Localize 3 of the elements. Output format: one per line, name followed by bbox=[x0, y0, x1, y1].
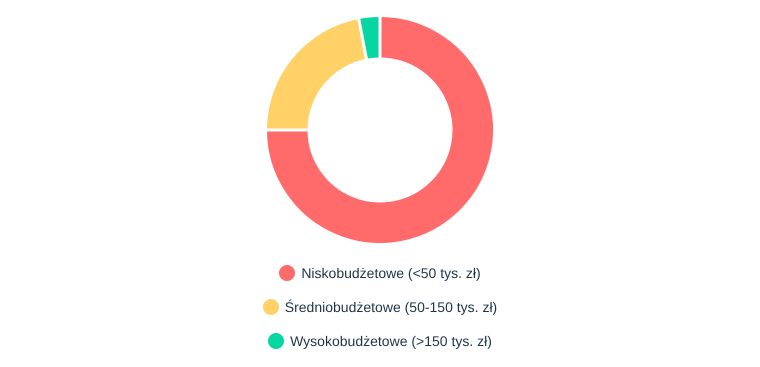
legend-label: Wysokobudżetowe (>150 tys. zł) bbox=[290, 333, 492, 349]
legend-label: Średniobudżetowe (50-150 tys. zł) bbox=[284, 299, 498, 315]
legend-label: Niskobudżetowe (<50 tys. zł) bbox=[301, 265, 481, 281]
